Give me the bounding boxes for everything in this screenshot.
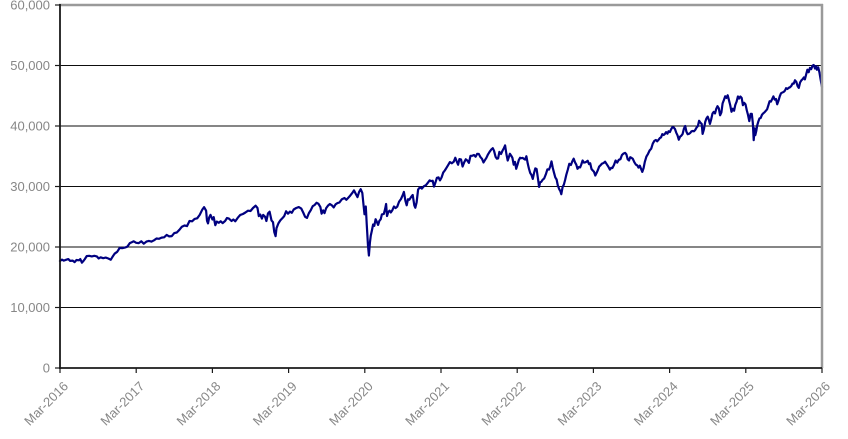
plot-border bbox=[59, 3, 824, 368]
index-line-series bbox=[58, 63, 824, 264]
x-axis-labels: Mar-2016 Mar-2017 Mar-2018 Mar-2019 Mar-2020… bbox=[21, 368, 833, 428]
x-tick-label: Mar-2020 bbox=[326, 379, 376, 429]
y-axis-labels: 0 10,000 20,000 30,000 40,000 50,000 60,000 bbox=[10, 0, 60, 376]
y-tick-label: 50,000 bbox=[10, 58, 50, 73]
x-tick-label: Mar-2025 bbox=[707, 379, 757, 429]
x-tick-label: Mar-2019 bbox=[250, 379, 300, 429]
x-tick-label: Mar-2026 bbox=[783, 379, 833, 429]
x-tick-label: Mar-2017 bbox=[97, 379, 147, 429]
x-tick-label: Mar-2024 bbox=[631, 379, 681, 429]
y-tick-label: 20,000 bbox=[10, 240, 50, 255]
x-tick-label: Mar-2023 bbox=[555, 379, 605, 429]
gridlines bbox=[60, 65, 822, 308]
x-tick-label: Mar-2021 bbox=[402, 379, 452, 429]
x-tick-label: Mar-2018 bbox=[174, 379, 224, 429]
y-tick-label: 40,000 bbox=[10, 119, 50, 134]
x-tick-label: Mar-2016 bbox=[21, 379, 71, 429]
y-tick-label: 0 bbox=[43, 361, 50, 376]
x-tick-label: Mar-2022 bbox=[478, 379, 528, 429]
y-tick-label: 10,000 bbox=[10, 300, 50, 315]
y-tick-label: 30,000 bbox=[10, 179, 50, 194]
y-tick-label: 60,000 bbox=[10, 0, 50, 13]
